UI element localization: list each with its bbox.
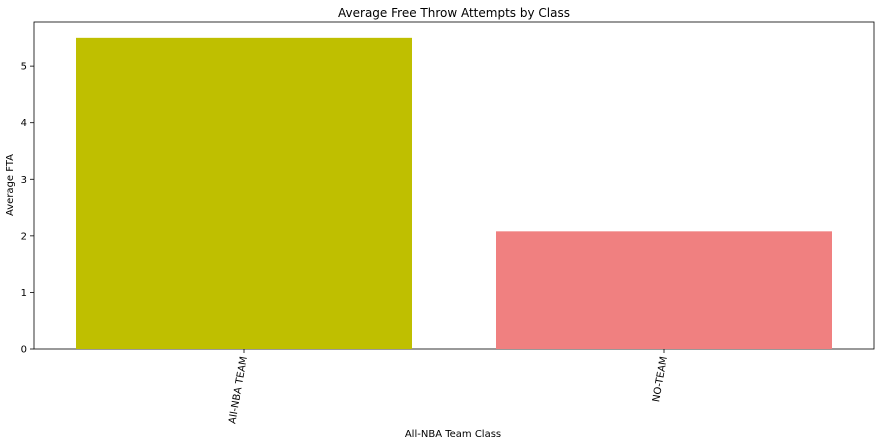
chart-title: Average Free Throw Attempts by Class: [338, 6, 570, 20]
bar: [496, 231, 832, 349]
x-tick-label: All-NBA TEAM: [227, 356, 250, 425]
y-tick-label: 3: [21, 175, 27, 186]
bar: [76, 37, 412, 350]
y-axis-label: Average FTA: [5, 154, 16, 216]
x-axis: All-NBA TEAM NO-TEAM: [227, 349, 670, 425]
y-tick-label: 1: [21, 288, 27, 299]
y-tick-label: 0: [21, 345, 27, 356]
x-tick-label: NO-TEAM: [651, 356, 670, 403]
x-axis-label: All-NBA Team Class: [405, 429, 501, 440]
bars-group: [76, 37, 832, 350]
y-tick-label: 5: [21, 62, 27, 73]
y-tick-label: 2: [21, 231, 27, 242]
y-tick-label: 4: [21, 118, 27, 129]
y-axis: 0 1 2 3 4 5: [21, 62, 34, 356]
